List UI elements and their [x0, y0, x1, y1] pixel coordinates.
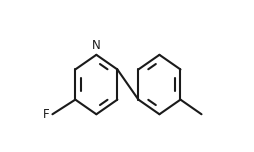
Text: F: F	[42, 108, 49, 121]
Text: N: N	[92, 38, 101, 52]
